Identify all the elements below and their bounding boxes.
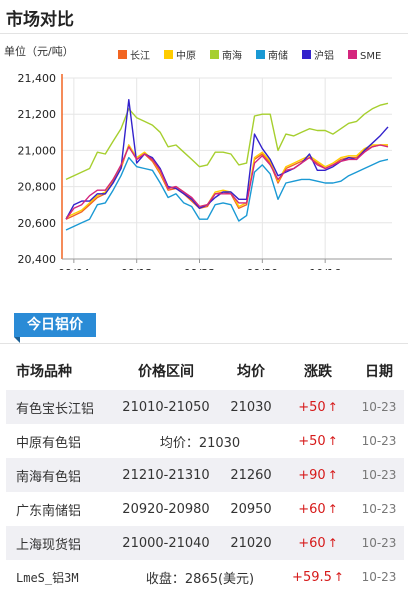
row-change: +59.5 ↑	[288, 560, 348, 594]
section-divider	[0, 343, 408, 344]
table-row[interactable]: 有色宝长江铝 21010-21050 21030 +50 ↑ 10-23	[6, 390, 404, 424]
y-tick-label: 20,800	[18, 181, 57, 194]
up-arrow-icon: ↑	[327, 536, 338, 550]
legend-label-中原: 中原	[176, 49, 196, 62]
price-table: 市场品种 价格区间 均价 涨跌 日期 有色宝长江铝 21010-21050 21…	[6, 352, 404, 594]
header-market: 市场品种	[16, 364, 72, 380]
row-date: 10-23	[361, 570, 397, 584]
legend-swatch-中原	[164, 50, 173, 59]
change-value: +50	[298, 399, 326, 415]
series-line-南储	[65, 156, 389, 231]
row-avg: 21260	[230, 467, 272, 483]
x-tick-label: 09/30	[246, 267, 278, 270]
row-range: 21000-21040	[122, 535, 210, 551]
up-arrow-icon: ↑	[333, 570, 344, 584]
legend-label-长江: 长江	[130, 50, 150, 62]
today-price-tab[interactable]: 今日铝价	[14, 313, 96, 337]
x-tick-label: 09/22	[184, 267, 216, 270]
series-line-SME	[65, 144, 389, 220]
up-arrow-icon: ↑	[327, 468, 338, 482]
row-range: 21210-21310	[122, 467, 210, 483]
row-change: +50 ↑	[288, 424, 348, 458]
legend-swatch-沪铝	[302, 50, 311, 59]
row-date: 10-23	[361, 434, 397, 448]
row-close-only: 收盘：2865(美元)	[145, 571, 255, 587]
table-row[interactable]: 上海现货铝 21000-21040 21020 +60 ↑ 10-23	[6, 526, 404, 560]
row-avg: 20950	[230, 501, 272, 517]
x-tick-label: 10/16	[309, 267, 341, 270]
row-range: 20920-20980	[122, 501, 210, 517]
row-date: 10-23	[361, 468, 397, 482]
y-tick-label: 21,400	[18, 72, 57, 85]
page-header: 市场对比	[0, 0, 408, 36]
legend-swatch-南海	[210, 50, 219, 59]
change-value: +60	[298, 501, 326, 517]
x-tick-label: 09/04	[58, 267, 90, 270]
up-arrow-icon: ↑	[327, 400, 338, 414]
row-market: 广东南储铝	[16, 503, 82, 519]
change-value: +59.5	[292, 569, 332, 585]
table-row[interactable]: 中原有色铝 均价：21030 +50 ↑ 10-23	[6, 424, 404, 458]
up-arrow-icon: ↑	[327, 434, 338, 448]
ribbon-fold	[14, 337, 20, 343]
legend-swatch-长江	[118, 50, 127, 59]
y-tick-label: 20,400	[18, 253, 57, 266]
row-change: +60 ↑	[288, 526, 348, 560]
row-market: 南海有色铝	[16, 469, 82, 485]
row-market: 有色宝长江铝	[16, 401, 95, 417]
table-row[interactable]: LmeS_铝3M 收盘：2865(美元) +59.5 ↑ 10-23	[6, 560, 404, 594]
series-line-中原	[65, 144, 388, 219]
header-divider	[0, 33, 408, 34]
row-market: LmeS_铝3M	[16, 570, 79, 585]
legend-label-南海: 南海	[222, 49, 242, 62]
header-change: 涨跌	[304, 364, 332, 380]
up-arrow-icon: ↑	[327, 502, 338, 516]
row-date: 10-23	[361, 502, 397, 516]
row-avg: 21030	[230, 399, 272, 415]
price-line-chart: 单位（元/吨） 20,400 20,600 20,800 21,000 21,200 21,…	[4, 44, 392, 270]
y-tick-label: 21,000	[18, 144, 57, 157]
row-change: +50 ↑	[288, 390, 348, 424]
row-avg-only: 均价：21030	[159, 435, 241, 451]
series-line-沪铝	[65, 99, 389, 220]
header-range: 价格区间	[138, 364, 194, 380]
row-market: 上海现货铝	[16, 537, 82, 553]
row-change: +60 ↑	[288, 492, 348, 526]
header-date: 日期	[365, 364, 393, 380]
change-value: +90	[298, 467, 326, 483]
table-row[interactable]: 广东南储铝 20920-20980 20950 +60 ↑ 10-23	[6, 492, 404, 526]
legend-label-南储: 南储	[268, 49, 288, 62]
y-tick-label: 21,200	[18, 108, 57, 121]
y-axis-label: 单位（元/吨）	[4, 44, 74, 58]
change-value: +50	[298, 433, 326, 449]
x-tick-label: 09/12	[121, 267, 153, 270]
y-tick-label: 20,600	[18, 217, 57, 230]
row-market: 中原有色铝	[16, 435, 82, 451]
legend-swatch-SME	[348, 50, 357, 59]
page-title: 市场对比	[6, 10, 74, 30]
row-date: 10-23	[361, 536, 397, 550]
legend-label-SME: SME	[360, 51, 381, 62]
change-value: +60	[298, 535, 326, 551]
legend-swatch-南储	[256, 50, 265, 59]
table-header-row: 市场品种 价格区间 均价 涨跌 日期	[6, 352, 404, 390]
series-line-南海	[65, 102, 389, 181]
row-date: 10-23	[361, 400, 397, 414]
row-range: 21010-21050	[122, 399, 210, 415]
today-price-tab-label: 今日铝价	[27, 317, 83, 333]
table-row[interactable]: 南海有色铝 21210-21310 21260 +90 ↑ 10-23	[6, 458, 404, 492]
row-change: +90 ↑	[288, 458, 348, 492]
row-avg: 21020	[230, 535, 272, 551]
legend-label-沪铝: 沪铝	[314, 49, 334, 62]
header-avg: 均价	[237, 364, 265, 380]
